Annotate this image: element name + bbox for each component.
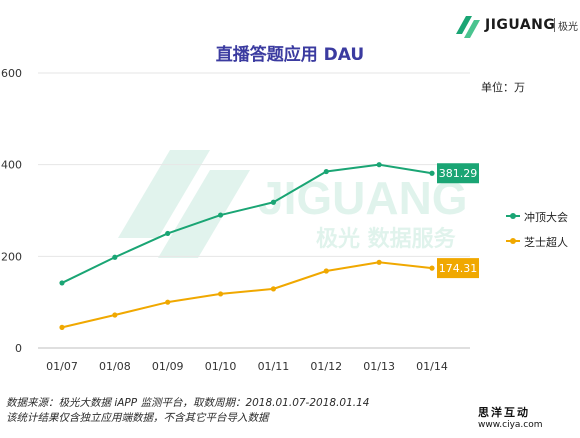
- series-line-1: [61, 163, 433, 284]
- series-line-2: [61, 261, 433, 329]
- data-point: [429, 265, 435, 271]
- x-tick-label: 01/12: [310, 360, 342, 373]
- chart-title: 直播答题应用 DAU: [215, 45, 365, 65]
- legend-label-2: 芝士超人: [524, 236, 568, 249]
- brand-separator: [554, 18, 555, 32]
- brand-name: JIGUANG: [485, 17, 556, 33]
- jiguang-logo-icon: [456, 16, 480, 38]
- data-point: [217, 212, 224, 218]
- x-tick-label: 01/10: [205, 360, 237, 373]
- data-label: 174.31: [439, 262, 478, 275]
- data-point: [59, 324, 65, 330]
- brand-sub: 极光: [558, 22, 578, 33]
- data-point: [112, 312, 118, 318]
- end-label-box-2: [437, 258, 479, 279]
- legend-dot-1: [510, 213, 516, 219]
- x-tick-label: 01/13: [363, 360, 395, 373]
- unit-label: 单位：万: [481, 81, 525, 94]
- x-tick-label: 01/09: [152, 360, 184, 373]
- x-tick-label: 01/07: [46, 360, 78, 373]
- watermark-brand: JIGUANG: [258, 172, 468, 224]
- corner-brand: 思洋互动: [478, 406, 530, 419]
- y-tick-label: 200: [1, 250, 22, 263]
- data-point: [376, 162, 382, 168]
- watermark-text: 极光 数据服务: [316, 226, 457, 252]
- y-tick-label: 600: [1, 67, 22, 80]
- y-tick-label: 400: [1, 159, 22, 172]
- data-point: [323, 268, 329, 274]
- data-point: [376, 259, 382, 265]
- x-tick-label: 01/11: [258, 360, 290, 373]
- footer-note: 该统计结果仅含独立应用端数据，不含其它平台导入数据: [6, 412, 269, 424]
- data-point: [270, 199, 277, 205]
- end-label-box-1: [437, 163, 479, 184]
- data-point: [270, 286, 277, 292]
- footer-source: 数据来源：极光大数据 iAPP 监测平台，取数周期：2018.01.07-201…: [6, 397, 370, 409]
- data-label: 381.29: [439, 167, 478, 180]
- data-point: [112, 254, 118, 260]
- x-tick-label: 01/14: [416, 360, 448, 373]
- data-point: [323, 168, 329, 175]
- data-point: [165, 230, 171, 237]
- watermark-logo-icon: [118, 150, 250, 258]
- data-point: [217, 291, 224, 297]
- data-point: [59, 280, 65, 286]
- legend-label-1: 冲顶大会: [524, 211, 568, 224]
- corner-url: www.ciya.com: [478, 420, 543, 430]
- legend-dot-2: [510, 238, 516, 244]
- x-tick-label: 01/08: [99, 360, 131, 373]
- data-point: [165, 299, 171, 305]
- data-point: [429, 170, 435, 176]
- y-tick-label: 0: [15, 342, 22, 355]
